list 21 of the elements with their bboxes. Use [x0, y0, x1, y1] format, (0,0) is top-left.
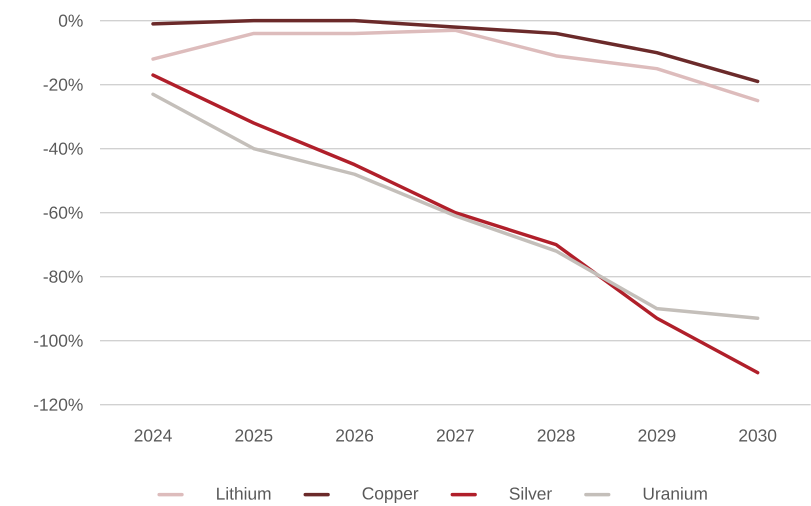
y-tick-label: -100%: [34, 334, 83, 347]
legend-label: Lithium: [217, 487, 270, 500]
x-tick-label: 2028: [538, 429, 575, 442]
y-tick-label: 0%: [58, 14, 83, 27]
x-tick-label: 2026: [336, 429, 374, 442]
line-series: [151, 92, 760, 320]
legend-label: Copper: [362, 487, 418, 503]
y-tick-label: -20%: [44, 78, 83, 91]
legend-label: Silver: [510, 487, 552, 500]
x-tick-label: 2029: [638, 429, 676, 442]
y-tick-label: -60%: [44, 206, 83, 219]
x-tick-label: 2030: [739, 429, 776, 442]
y-tick-label: -80%: [44, 270, 83, 283]
x-tick-label: 2025: [235, 429, 272, 442]
x-tick-label: 2027: [436, 429, 474, 442]
y-tick-label: -40%: [44, 142, 83, 155]
line-series: [151, 28, 760, 102]
x-tick-label: 2024: [134, 429, 172, 442]
legend-label: Uranium: [644, 487, 707, 500]
line-series: [151, 73, 760, 374]
y-tick-label: -120%: [34, 398, 83, 411]
